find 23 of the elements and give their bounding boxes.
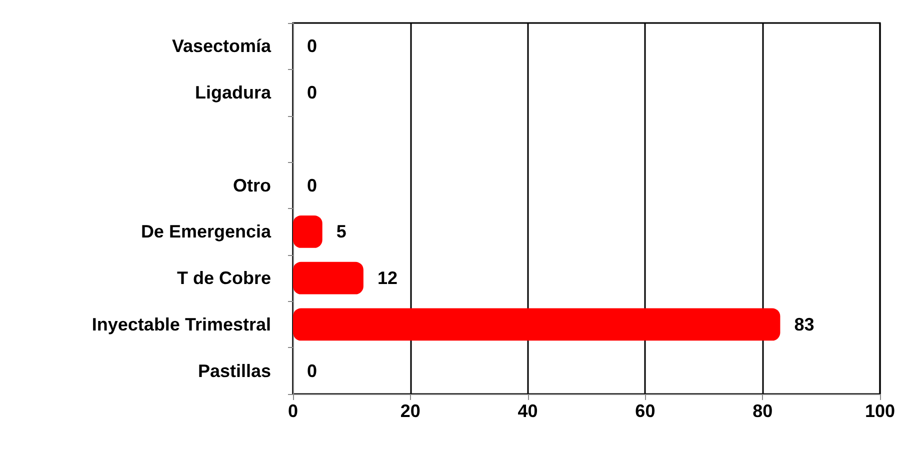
y-tick-label: Ligadura (194, 82, 272, 103)
data-label: 12 (377, 268, 398, 288)
bar (293, 308, 780, 341)
x-tick-label: 100 (864, 401, 896, 421)
y-tick-label: Vasectomía (172, 36, 272, 56)
x-tick-label: 60 (635, 401, 656, 421)
data-label: 5 (336, 222, 346, 242)
data-label: 0 (307, 82, 318, 103)
y-tick-label: Inyectable Trimestral (92, 314, 271, 334)
bar (293, 215, 322, 248)
y-tick-label: T de Cobre (176, 268, 271, 288)
x-tick-label: 80 (752, 401, 773, 421)
bar (293, 262, 364, 294)
data-label: 0 (307, 360, 318, 381)
x-tick-label: 20 (400, 401, 420, 421)
x-tick-label: 40 (518, 401, 538, 421)
data-label: 0 (307, 36, 318, 56)
data-label: 83 (794, 314, 814, 334)
y-tick-label: Otro (233, 175, 271, 196)
y-tick-label: Pastillas (198, 360, 271, 381)
y-tick-label: De Emergencia (140, 222, 272, 242)
data-label: 0 (307, 175, 318, 196)
x-tick-label: 0 (288, 401, 298, 421)
